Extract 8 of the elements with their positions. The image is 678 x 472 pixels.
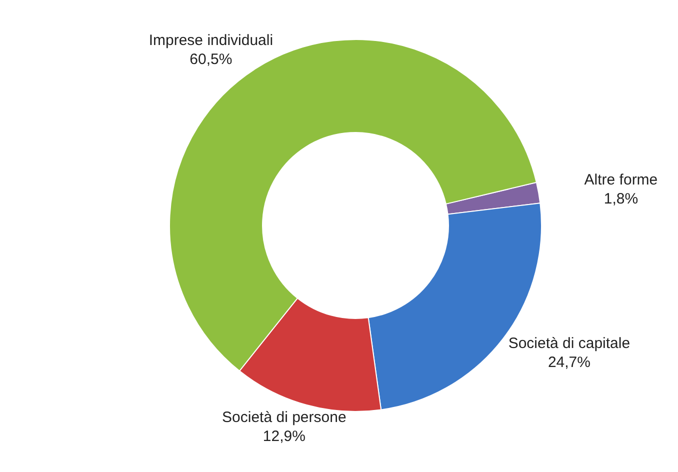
slice-label: Imprese individuali <box>148 32 274 50</box>
data-label: 24,7% <box>548 354 590 372</box>
slice-label: Altre forme <box>584 171 658 188</box>
data-label: 1,8% <box>604 190 638 208</box>
data-label: 60,5% <box>190 51 232 68</box>
data-label: 12,9% <box>262 428 306 445</box>
slice-label: Società di persone <box>222 408 346 426</box>
slice-label: Società di capitale <box>508 335 630 352</box>
